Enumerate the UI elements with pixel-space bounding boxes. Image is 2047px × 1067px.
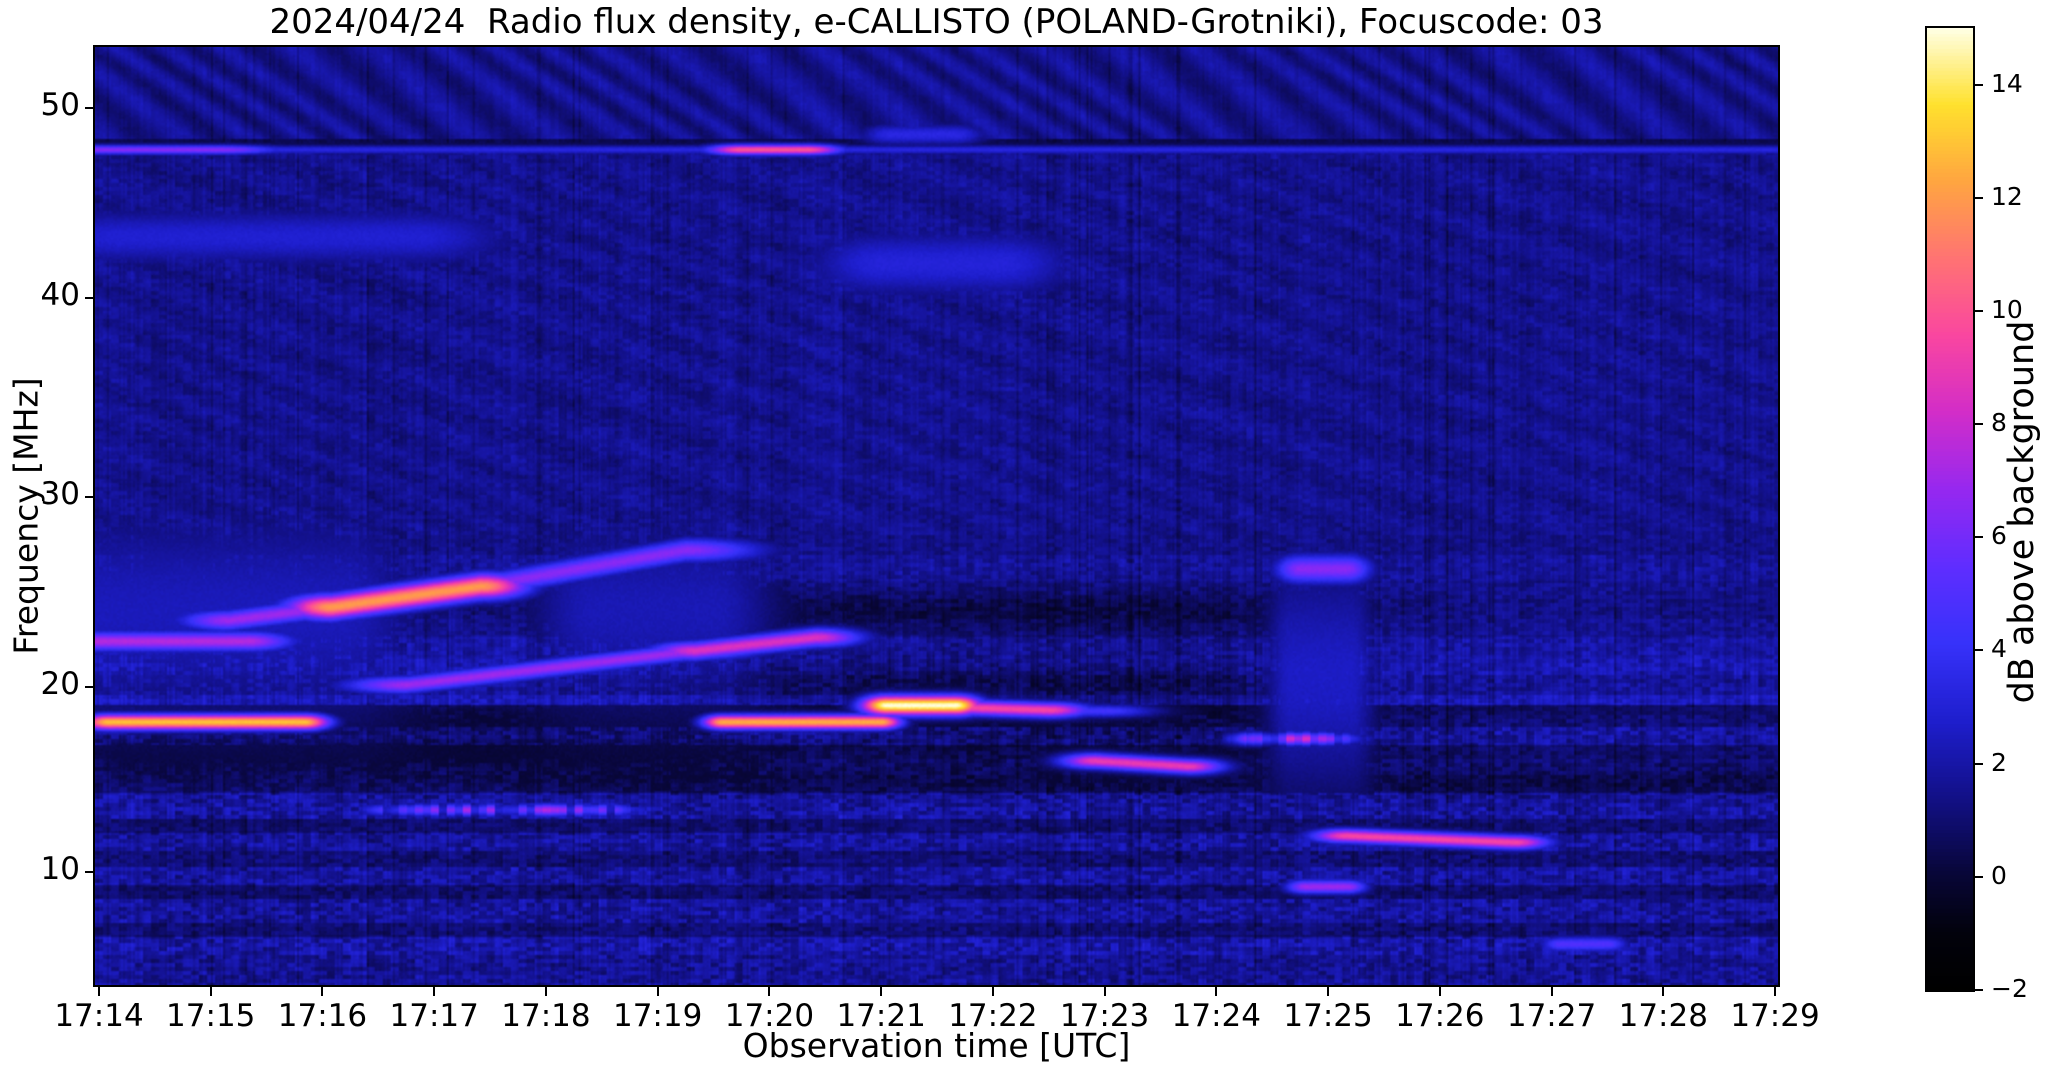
x-tick-mark (880, 987, 883, 996)
y-tick-label: 10 (40, 851, 80, 887)
x-tick-label: 17:17 (389, 998, 479, 1034)
x-tick-mark (1103, 987, 1106, 996)
x-tick-mark (991, 987, 994, 996)
x-tick-label: 17:20 (724, 998, 815, 1034)
y-tick-label: 20 (40, 666, 80, 702)
x-tick-label: 17:15 (166, 998, 256, 1034)
x-tick-label: 17:19 (612, 998, 703, 1034)
colorbar-tick-mark (1975, 536, 1983, 539)
x-tick-label: 17:23 (1059, 998, 1150, 1034)
colorbar-tick-label: 12 (1991, 181, 2023, 211)
x-axis-label: Observation time [UTC] (742, 1026, 1131, 1065)
x-tick-label: 17:27 (1506, 998, 1597, 1034)
x-tick-label: 17:24 (1171, 998, 1261, 1034)
x-tick-mark (768, 987, 771, 996)
x-tick-label: 17:16 (277, 998, 368, 1034)
x-tick-mark (544, 987, 547, 996)
colorbar-tick-mark (1975, 423, 1983, 426)
x-tick-label: 17:26 (1395, 998, 1485, 1034)
colorbar-tick-label: 10 (1991, 294, 2023, 324)
colorbar-tick-label: 0 (1991, 860, 2007, 890)
x-tick-label: 17:18 (501, 998, 591, 1034)
y-tick-mark (85, 686, 94, 688)
colorbar-tick-mark (1975, 989, 1983, 991)
y-tick-label: 30 (40, 476, 80, 512)
y-tick-label: 40 (40, 277, 80, 313)
x-tick-mark (1327, 987, 1330, 996)
colorbar-tick-mark (1975, 196, 1983, 199)
y-tick-mark (85, 297, 94, 299)
x-tick-mark (1215, 987, 1218, 996)
y-tick-mark (85, 107, 94, 109)
colorbar-tick-label: 2 (1991, 747, 2007, 777)
chart-title: 2024/04/24 Radio flux density, e-CALLIST… (269, 2, 1604, 42)
spectrogram-canvas (93, 45, 1780, 987)
colorbar-tick-mark (1975, 875, 1983, 878)
x-tick-label: 17:14 (54, 998, 144, 1034)
colorbar-tick-mark (1975, 649, 1983, 652)
x-tick-mark (433, 987, 436, 996)
colorbar-tick-mark (1975, 762, 1983, 765)
y-axis-label: Frequency [MHz] (6, 377, 46, 655)
colorbar-tick-mark (1975, 83, 1983, 86)
x-tick-label: 17:25 (1283, 998, 1373, 1034)
colorbar-tick-label: 8 (1991, 408, 2007, 438)
colorbar-tick-label: 6 (1991, 521, 2007, 551)
x-tick-mark (321, 987, 324, 996)
x-tick-mark (1774, 987, 1776, 996)
colorbar-canvas (1925, 26, 1975, 992)
x-tick-label: 17:21 (836, 998, 926, 1034)
colorbar-tick-label: 4 (1991, 634, 2007, 664)
x-tick-label: 17:22 (948, 998, 1038, 1034)
x-tick-mark (656, 987, 659, 996)
x-tick-label: 17:29 (1730, 998, 1820, 1034)
x-tick-label: 17:28 (1618, 998, 1708, 1034)
colorbar-tick-label: 14 (1991, 68, 2023, 98)
y-tick-mark (85, 871, 94, 873)
x-tick-mark (1662, 987, 1665, 996)
colorbar-tick-mark (1975, 309, 1983, 312)
x-tick-mark (1438, 987, 1441, 996)
x-tick-mark (209, 987, 212, 996)
colorbar-tick-label: −2 (1991, 974, 2028, 1003)
x-tick-mark (1550, 987, 1553, 996)
y-tick-label: 50 (40, 87, 80, 123)
x-tick-mark (98, 987, 100, 996)
y-tick-mark (85, 496, 94, 498)
